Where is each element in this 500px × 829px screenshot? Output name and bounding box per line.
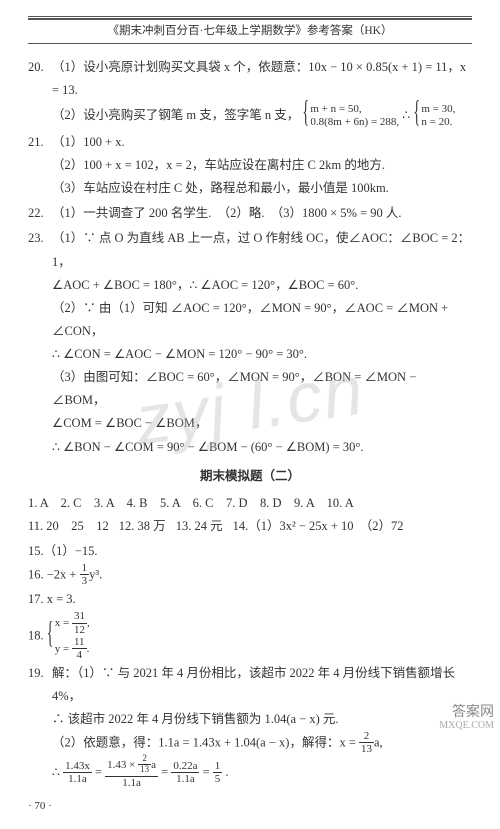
q17: 17. x = 3. [28, 588, 472, 611]
q23-p3b: ∠COM = ∠BOC − ∠BOM， [52, 412, 472, 435]
q19-f2d: 1.1a [105, 777, 158, 789]
question-22: 22. （1）一共调查了 200 名学生. （2）略. （3）1800 × 5%… [28, 202, 472, 225]
q16: 16. −2x + 13y³. [28, 563, 472, 588]
q19-f2nfn: 2 [138, 754, 151, 765]
q21-p3: （3）车站应设在村庄 C 处，路程总和最小，最小值是 100km. [52, 177, 472, 200]
q21-p2: （2）100 + x = 102，x = 2，车站应设在离村庄 C 2km 的地… [52, 154, 472, 177]
q15: 15.（1）−15. [28, 540, 472, 563]
q16-d: 3 [80, 575, 90, 587]
q19-end: . [225, 765, 228, 779]
q18-f1d: 12 [72, 624, 87, 636]
q19-f4: 15 [213, 760, 223, 785]
q20-eq2: 0.8(8m + 6n) = 288, [310, 116, 399, 129]
q20-eq1: m + n = 50, [310, 103, 399, 116]
q22-body: （1）一共调查了 200 名学生. （2）略. （3）1800 × 5% = 9… [52, 202, 472, 225]
q19-f3: 0.22a1.1a [171, 760, 199, 785]
section-title: 期末模拟题（二） [28, 465, 472, 488]
q19-f2nl: 1.43 × [107, 759, 138, 771]
q18-r1: x = 3112, [55, 611, 90, 636]
question-21: 21. （1）100 + x. （2）100 + x = 102，x = 2，车… [28, 131, 472, 200]
q18-r1t: , [87, 618, 90, 630]
q16-frac: 13 [80, 562, 90, 587]
q18-f1n: 31 [72, 610, 87, 623]
q18-r2: y = 114. [55, 637, 90, 662]
q18-r2t: . [87, 643, 90, 655]
q19-p2b: ∴ 1.43x1.1a = 1.43 × 213a1.1a = 0.22a1.1… [52, 756, 472, 790]
q20-sol2: n = 20. [421, 116, 455, 129]
q20-part1: （1）设小亮原计划购买文具袋 x 个，依题意：10x − 10 × 0.85(x… [52, 56, 472, 102]
page-header: 《期末冲刺百分百·七年级上学期数学》参考答案（HK） [28, 18, 472, 44]
fi-12: 12. 38 万 [119, 515, 166, 538]
q16-pre: −2x + [47, 568, 80, 582]
q19-f1d: 1.1a [63, 773, 92, 785]
q19-f4n: 1 [213, 760, 223, 773]
q16-post: y³. [89, 568, 102, 582]
q22-num: 22. [28, 202, 52, 225]
q18-f1: 3112 [72, 610, 87, 635]
q20-sol1: m = 30, [421, 103, 455, 116]
q18-num: 18. [28, 629, 44, 643]
page-number: · 70 · [28, 796, 472, 816]
q20-brace1: m + n = 50, 0.8(8m + 6n) = 288, [302, 103, 399, 129]
q21-num: 21. [28, 131, 52, 200]
fi-13: 13. 24 元 [176, 515, 223, 538]
q21-p1: （1）100 + x. [52, 131, 472, 154]
q18-brace: x = 3112, y = 114. [47, 611, 90, 661]
q19-p2a-text: （2）依题意，得：1.1a = 1.43x + 1.04(a − x)，解得：x… [52, 736, 359, 750]
q19-f1: 1.43x1.1a [63, 760, 92, 785]
q19-num: 19. [28, 662, 52, 790]
q19-p2b-pre: ∴ [52, 765, 63, 779]
q16-num: 16. [28, 568, 44, 582]
q18: 18. x = 3112, y = 114. [28, 611, 472, 661]
question-20: 20. （1）设小亮原计划购买文具袋 x 个，依题意：10x − 10 × 0.… [28, 56, 472, 129]
q23-num: 23. [28, 227, 52, 458]
corner-top: 答案网 [439, 705, 494, 720]
q23-p1b: ∠AOC + ∠BOC = 180°，∴ ∠AOC = 120°，∠BOC = … [52, 274, 472, 297]
fi-14: 14.（1）3x² − 25x + 10 （2）72 [233, 515, 404, 538]
q20-p2-text: （2）设小亮购买了钢笔 m 支，签字笔 n 支， [52, 108, 299, 122]
question-23: 23. （1）∵ 点 O 为直线 AB 上一点，过 O 作射线 OC，使∠AOC… [28, 227, 472, 458]
q20-therefore: ∴ [402, 108, 410, 122]
q20-part2: （2）设小亮购买了钢笔 m 支，签字笔 n 支， m + n = 50, 0.8… [52, 103, 472, 129]
q18-f2: 114 [72, 636, 87, 661]
corner-bot: MXQE.COM [439, 720, 494, 731]
q19-p2a-t: a, [374, 736, 383, 750]
q23-p2: （2）∵ 由（1）可知 ∠AOC = 120°，∠MON = 90°，∠AOC … [52, 297, 472, 343]
q19-p2a-frac: 213 [359, 730, 374, 755]
q19-mid3: = [203, 765, 213, 779]
q19-f2nf: 213 [138, 754, 151, 775]
q23-p3c: ∴ ∠BON − ∠COM = 90° − ∠BOM − (60° − ∠BOM… [52, 436, 472, 459]
q19-p1: 解：（1）∵ 与 2021 年 4 月份相比，该超市 2022 年 4 月份线下… [52, 662, 472, 708]
q19-p2a-d: 13 [359, 743, 374, 755]
mc-answers: 1. A 2. C 3. A 4. B 5. A 6. C 7. D 8. D … [28, 492, 472, 515]
corner-brand: 答案网 MXQE.COM [439, 705, 494, 731]
q23-p3: （3）由图可知：∠BOC = 60°，∠MON = 90°，∠BON = ∠MO… [52, 366, 472, 412]
q19-f3d: 1.1a [171, 773, 199, 785]
q19-f1n: 1.43x [63, 760, 92, 773]
q18-r1l: x = [55, 618, 72, 630]
q18-r2l: y = [55, 643, 72, 655]
q18-f2n: 11 [72, 636, 87, 649]
q19-f2nr: a [151, 759, 156, 771]
q19-f4d: 5 [213, 773, 223, 785]
question-19: 19. 解：（1）∵ 与 2021 年 4 月份相比，该超市 2022 年 4 … [28, 662, 472, 790]
q19-mid2: = [161, 765, 171, 779]
fi-11: 11. 20 25 12 [28, 515, 109, 538]
fill-in-answers: 11. 20 25 12 12. 38 万 13. 24 元 14.（1）3x²… [28, 515, 472, 538]
q19-f2: 1.43 × 213a1.1a [105, 755, 158, 789]
q20-brace2: m = 30, n = 20. [413, 103, 455, 129]
q16-n: 1 [80, 562, 90, 575]
q19-p1b: ∴ 该超市 2022 年 4 月份线下销售额为 1.04(a − x) 元. [52, 708, 472, 731]
q20-num: 20. [28, 56, 52, 129]
q18-f2d: 4 [72, 649, 87, 661]
q19-f3n: 0.22a [171, 760, 199, 773]
q19-mid1: = [95, 765, 105, 779]
q23-p1: （1）∵ 点 O 为直线 AB 上一点，过 O 作射线 OC，使∠AOC：∠BO… [52, 227, 472, 273]
q23-p2b: ∴ ∠CON = ∠AOC − ∠MON = 120° − 90° = 30°. [52, 343, 472, 366]
q19-f2n: 1.43 × 213a [105, 755, 158, 777]
q19-p2a: （2）依题意，得：1.1a = 1.43x + 1.04(a − x)，解得：x… [52, 731, 472, 756]
q19-f2nfd: 13 [138, 765, 151, 775]
